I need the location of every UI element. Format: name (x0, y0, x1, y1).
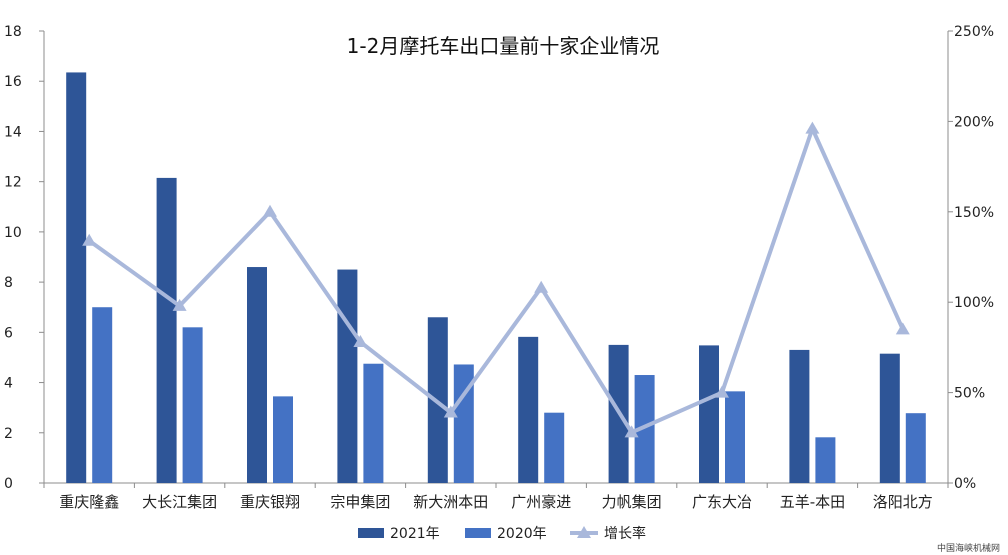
left-tick-label: 6 (4, 325, 13, 341)
bar-series2 (363, 363, 384, 483)
growth-line (82, 121, 910, 438)
right-tick-label: 250% (954, 24, 994, 40)
growth-point-marker (353, 334, 368, 347)
growth-point-marker (715, 385, 729, 398)
bar-series2 (273, 396, 293, 483)
chart-title: 1-2月摩托车出口量前十家企业情况 (347, 34, 660, 58)
growth-point-marker (443, 405, 458, 418)
right-tick-label: 100% (954, 295, 994, 311)
left-tick-label: 16 (4, 74, 22, 90)
category-label: 洛阳北方 (873, 493, 933, 511)
axes: 0 2 4 6 8 10 12 14 16 18 0% 50% 100% 150% 200% 250% (4, 24, 994, 492)
left-tick-label: 8 (4, 275, 13, 291)
legend-marker-growth (577, 526, 591, 538)
left-tick-label: 4 (4, 376, 13, 392)
legend-label-2020: 2020年 (497, 526, 547, 542)
legend: 2021年 2020年 增长率 (358, 525, 646, 542)
bar-series1 (156, 177, 177, 483)
bar-series2 (634, 375, 655, 483)
growth-point-marker (172, 298, 187, 311)
right-tick-label: 150% (954, 205, 994, 221)
left-tick-label: 12 (4, 175, 22, 191)
category-label: 重庆银翔 (240, 493, 300, 511)
left-tick-label: 2 (4, 426, 13, 442)
category-label: 大长江集团 (142, 493, 217, 511)
category-label: 力帆集团 (602, 493, 662, 511)
category-label: 宗申集团 (330, 493, 390, 511)
bar-series1 (879, 353, 900, 483)
legend-swatch-2021 (358, 528, 384, 538)
growth-point-marker (895, 322, 910, 335)
bar-series2 (92, 307, 113, 483)
category-label: 五羊-本田 (780, 493, 845, 511)
bar-series2 (905, 413, 926, 483)
legend-swatch-2020 (465, 528, 491, 538)
bar-series1 (337, 269, 358, 483)
bars (66, 72, 926, 483)
category-label: 广东大冶 (692, 493, 752, 511)
right-tick-label: 200% (954, 114, 994, 130)
growth-point-marker (263, 204, 277, 217)
growth-point-marker (624, 425, 639, 438)
bar-series2 (725, 391, 745, 483)
bar-series2 (182, 327, 203, 483)
left-tick-label: 0 (4, 476, 13, 492)
legend-label-growth: 增长率 (604, 525, 646, 542)
bar-series2 (544, 412, 565, 483)
category-label: 重庆隆鑫 (59, 493, 119, 511)
left-tick-label: 18 (4, 24, 22, 40)
legend-label-2021: 2021年 (390, 526, 440, 542)
right-tick-label: 50% (954, 386, 985, 402)
growth-point-marker (805, 121, 820, 134)
growth-point-marker (82, 233, 97, 246)
category-labels: 重庆隆鑫 大长江集团 重庆银翔 宗申集团 新大洲本田 广州豪进 力帆集团 广东大冶 五羊-本田 洛… (59, 493, 933, 511)
category-label: 新大洲本田 (413, 493, 488, 511)
bar-series2 (453, 364, 474, 483)
bar-series1 (66, 72, 87, 483)
category-label: 广州豪进 (511, 493, 571, 511)
bar-series1 (789, 349, 810, 483)
right-tick-label: 0% (954, 476, 976, 492)
bar-series2 (815, 437, 836, 483)
watermark: 中国海峡机械网 (937, 542, 1000, 554)
bar-series1 (247, 267, 267, 483)
left-tick-label: 10 (4, 225, 22, 241)
left-tick-label: 14 (4, 124, 22, 140)
bar-series1 (699, 345, 719, 483)
growth-line-path (88, 126, 905, 435)
growth-point-marker (534, 280, 549, 293)
bar-series1 (518, 336, 539, 483)
